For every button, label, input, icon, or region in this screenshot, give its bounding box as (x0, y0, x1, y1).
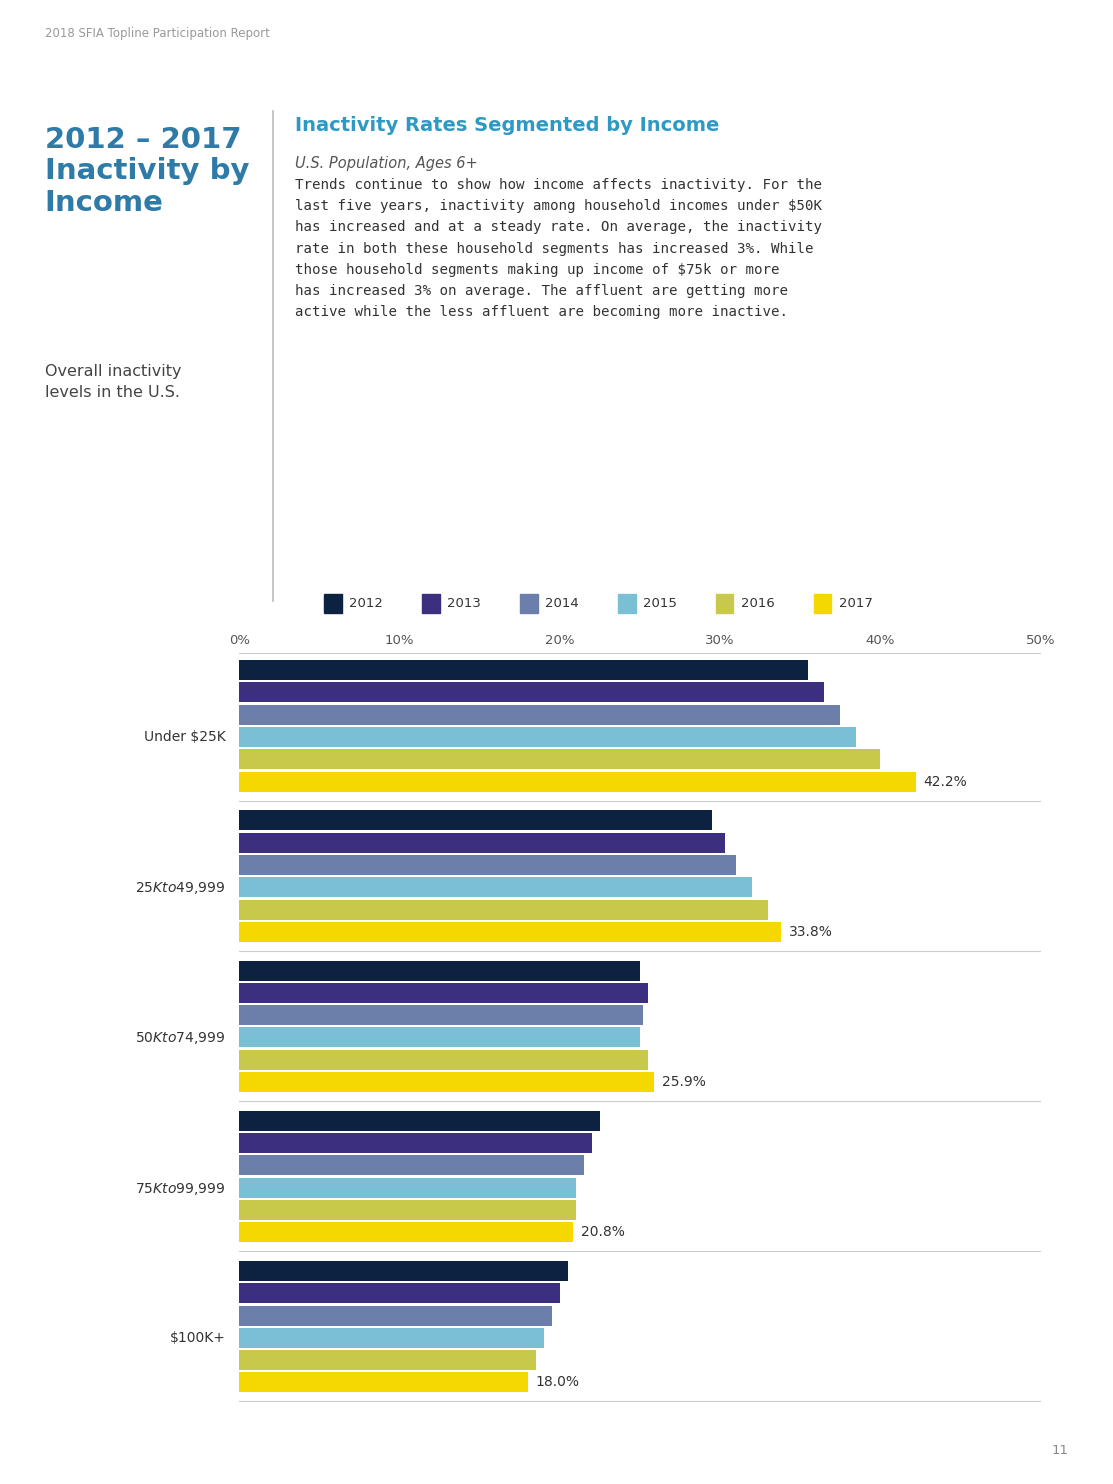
Bar (239, 960, 640, 981)
Text: 11: 11 (1052, 1444, 1068, 1457)
Bar (239, 899, 768, 920)
Text: Trends continue to show how income affects inactivity. For the
last five years, : Trends continue to show how income affec… (295, 178, 821, 319)
Bar (239, 683, 825, 702)
Bar (239, 1110, 600, 1131)
Text: 42.2%: 42.2% (924, 775, 967, 788)
Text: Inactivity Rates Segmented by Income: Inactivity Rates Segmented by Income (295, 116, 719, 135)
Bar (239, 772, 916, 791)
Text: 33.8%: 33.8% (789, 925, 833, 939)
Bar (239, 1178, 575, 1198)
Bar (239, 922, 781, 942)
Bar (239, 749, 880, 769)
Text: 2016: 2016 (741, 597, 775, 610)
Bar (239, 1223, 573, 1242)
Bar (239, 1071, 654, 1092)
Bar (239, 1134, 592, 1153)
Text: 2012: 2012 (349, 597, 383, 610)
Text: 2018 SFIA Topline Participation Report: 2018 SFIA Topline Participation Report (45, 27, 269, 40)
Bar (239, 855, 736, 876)
Bar (239, 1306, 552, 1325)
Text: 18.0%: 18.0% (535, 1376, 580, 1389)
Bar (239, 1027, 640, 1048)
Text: 2017: 2017 (839, 597, 873, 610)
Bar (239, 1328, 544, 1347)
Text: 2013: 2013 (447, 597, 481, 610)
Bar (239, 982, 648, 1003)
Bar (239, 1261, 568, 1281)
Text: Overall inactivity
levels in the U.S.: Overall inactivity levels in the U.S. (45, 364, 181, 399)
Bar (239, 1005, 643, 1025)
Bar (239, 1156, 584, 1175)
Text: 2014: 2014 (545, 597, 579, 610)
Text: 2015: 2015 (643, 597, 677, 610)
Text: 25.9%: 25.9% (662, 1074, 707, 1089)
Bar (239, 810, 712, 831)
Bar (239, 877, 752, 898)
Bar (239, 1350, 535, 1370)
Bar (239, 1201, 575, 1220)
Text: U.S. Population, Ages 6+: U.S. Population, Ages 6+ (295, 156, 477, 171)
Bar (239, 727, 856, 746)
Bar (239, 1049, 648, 1070)
Bar (239, 1373, 528, 1392)
Bar (239, 833, 725, 853)
Text: 2012 – 2017
Inactivity by
Income: 2012 – 2017 Inactivity by Income (45, 126, 249, 217)
Text: 20.8%: 20.8% (581, 1226, 624, 1239)
Bar (239, 1284, 560, 1303)
Bar (239, 705, 840, 724)
Bar (239, 660, 808, 680)
